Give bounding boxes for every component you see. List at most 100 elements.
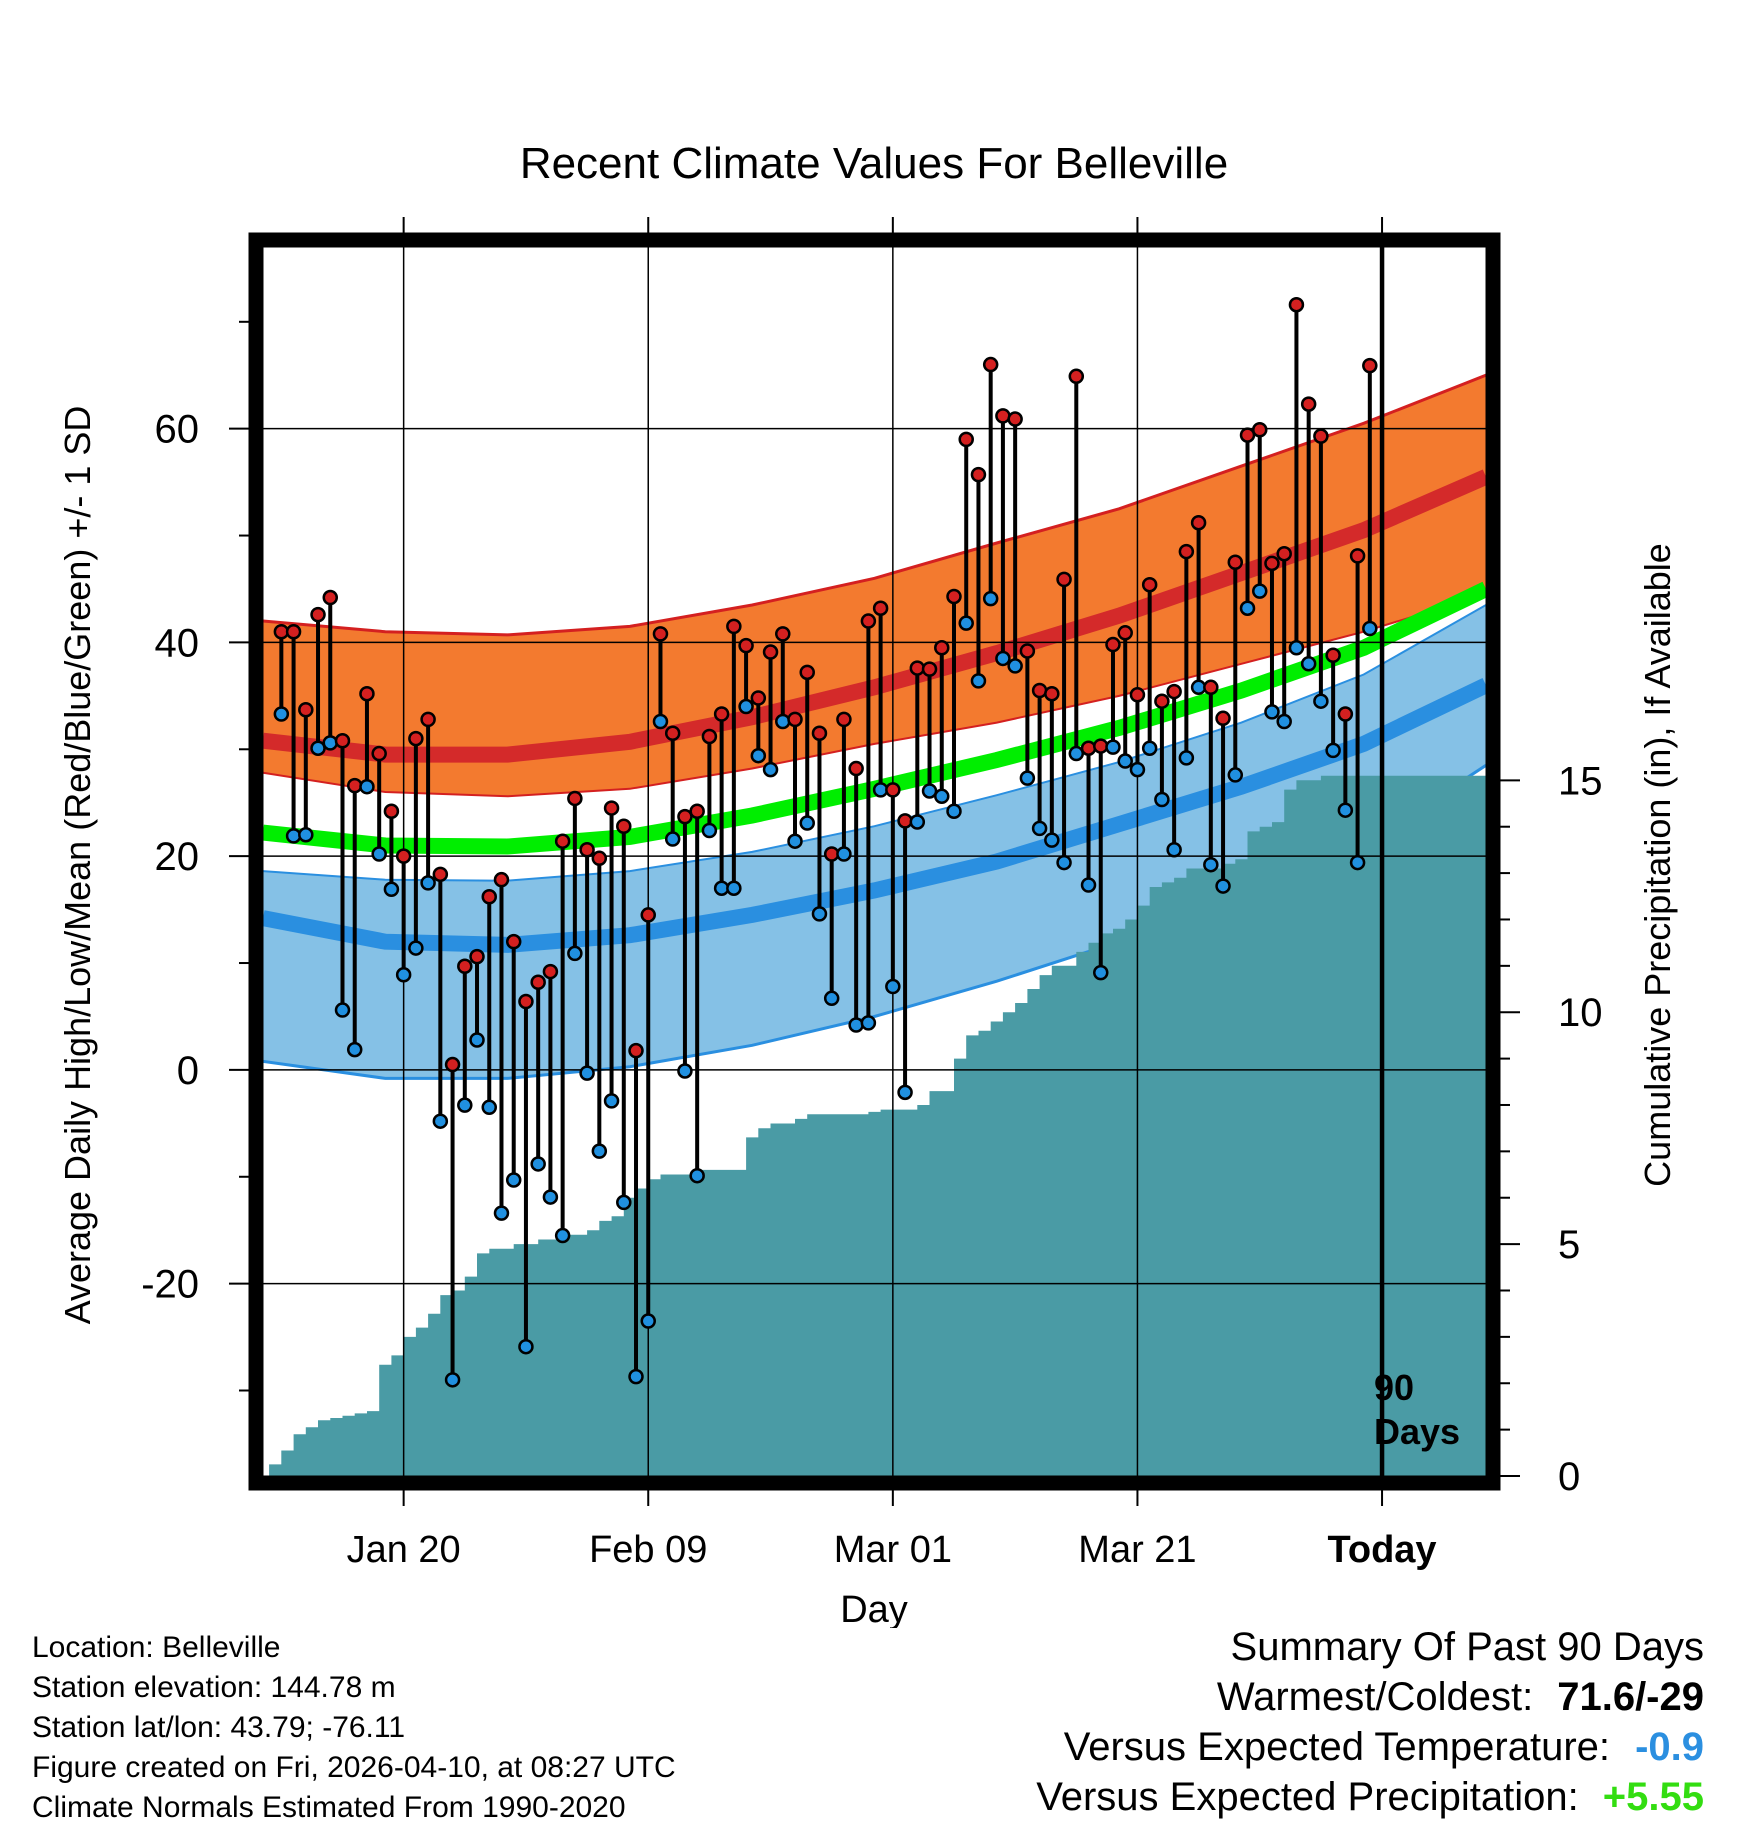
high-sd-band xyxy=(263,375,1486,797)
low-point xyxy=(1325,742,1341,759)
high-point xyxy=(334,732,351,749)
high-point xyxy=(616,818,632,834)
high-point xyxy=(1178,543,1195,560)
low-point xyxy=(493,1205,510,1221)
low-point xyxy=(616,1194,632,1211)
low-point xyxy=(921,783,938,799)
high-point xyxy=(726,618,742,635)
low-point xyxy=(395,967,412,983)
high-point xyxy=(310,606,326,623)
y-tick-label: 40 xyxy=(155,621,200,665)
axis-ticks: Jan 20 Feb 09 Mar 01 Mar 21 Today -20 0 20 40 60 0… xyxy=(141,217,1603,1571)
high-point xyxy=(762,644,779,660)
high-upper-line xyxy=(263,373,1486,637)
normal-low-line xyxy=(263,677,1486,953)
low-point xyxy=(273,706,290,722)
high-point xyxy=(799,664,815,681)
normal-bands xyxy=(263,373,1486,1080)
high-point xyxy=(1117,625,1133,641)
low-point xyxy=(885,978,901,995)
high-point xyxy=(481,889,498,905)
warmest-label: Warmest/Coldest: xyxy=(1216,1675,1534,1719)
low-point xyxy=(1227,767,1244,783)
latlon-text: Station lat/lon: 43.79; -76.11 xyxy=(32,1711,406,1744)
low-point xyxy=(432,1113,449,1129)
low-point xyxy=(579,1065,595,1081)
low-point xyxy=(1007,658,1023,674)
low-point xyxy=(310,740,326,756)
high-point xyxy=(603,800,620,816)
y-tick-label: 0 xyxy=(177,1049,199,1093)
low-point xyxy=(823,990,840,1007)
low-point xyxy=(285,828,302,844)
high-point xyxy=(1300,396,1317,412)
low-point xyxy=(689,1167,705,1184)
low-point xyxy=(775,713,791,730)
low-point xyxy=(726,880,742,896)
low-point xyxy=(799,815,815,831)
low-point xyxy=(322,735,339,751)
high-point xyxy=(579,841,595,858)
low-point xyxy=(518,1338,534,1355)
low-point xyxy=(567,945,583,962)
high-point xyxy=(921,661,938,677)
daily-points xyxy=(273,296,1378,1388)
high-point xyxy=(1215,710,1231,727)
x-tick-label: Jan 20 xyxy=(347,1529,461,1571)
summary-heading: Summary Of Past 90 Days xyxy=(1230,1625,1704,1669)
high-point xyxy=(1068,368,1085,385)
low-point xyxy=(1019,770,1036,786)
high-point xyxy=(1227,554,1244,571)
low-point xyxy=(530,1156,546,1172)
low-point xyxy=(787,833,803,849)
low-point xyxy=(591,1143,608,1159)
high-point xyxy=(554,833,571,849)
precipitation-area xyxy=(263,775,1486,1476)
low-point xyxy=(750,747,767,764)
high-point xyxy=(1007,411,1023,427)
summary-precip-row: Versus Expected Precipitation: +5.55 xyxy=(1036,1772,1704,1822)
low-point xyxy=(1080,877,1097,893)
high-point xyxy=(934,640,950,656)
low-point xyxy=(1362,620,1378,637)
summary-panel: Summary Of Past 90 Days Warmest/Coldest:… xyxy=(1036,1622,1704,1822)
high-point xyxy=(1203,679,1219,696)
high-point xyxy=(518,993,534,1010)
high-point xyxy=(383,803,400,820)
low-point xyxy=(1068,745,1085,762)
x-tick-label: Mar 01 xyxy=(834,1529,952,1571)
high-point xyxy=(652,626,669,642)
low-point xyxy=(701,822,718,839)
high-point xyxy=(860,613,877,629)
y2-tick-label: 0 xyxy=(1558,1455,1580,1499)
low-point xyxy=(469,1032,485,1048)
low-point xyxy=(481,1099,498,1116)
high-point xyxy=(701,728,718,745)
low-point xyxy=(909,814,926,830)
high-point xyxy=(689,803,705,820)
high-point xyxy=(677,808,693,825)
low-point xyxy=(762,761,779,778)
low-point xyxy=(298,827,314,843)
low-point xyxy=(554,1227,571,1244)
high-point xyxy=(1337,706,1354,722)
temp-anomaly-label: Versus Expected Temperature: xyxy=(1063,1725,1610,1769)
high-point xyxy=(1056,571,1072,588)
high-point xyxy=(738,637,754,654)
low-point xyxy=(897,1084,913,1101)
low-point xyxy=(982,590,999,607)
low-point xyxy=(958,615,974,631)
low-point xyxy=(848,1017,864,1033)
low-point xyxy=(738,698,754,715)
y-tick-label: -20 xyxy=(141,1263,199,1307)
x-tick-label: Mar 21 xyxy=(1078,1529,1196,1571)
daily-range-stems xyxy=(279,247,1385,1476)
chart-title: Recent Climate Values For Belleville xyxy=(520,139,1228,188)
low-point xyxy=(1178,750,1195,766)
low-point xyxy=(408,940,424,956)
low-point xyxy=(1031,820,1048,837)
high-point xyxy=(848,760,864,777)
low-point xyxy=(505,1172,522,1188)
low-point xyxy=(1264,704,1280,720)
x-axis-title: Day xyxy=(840,1589,908,1628)
